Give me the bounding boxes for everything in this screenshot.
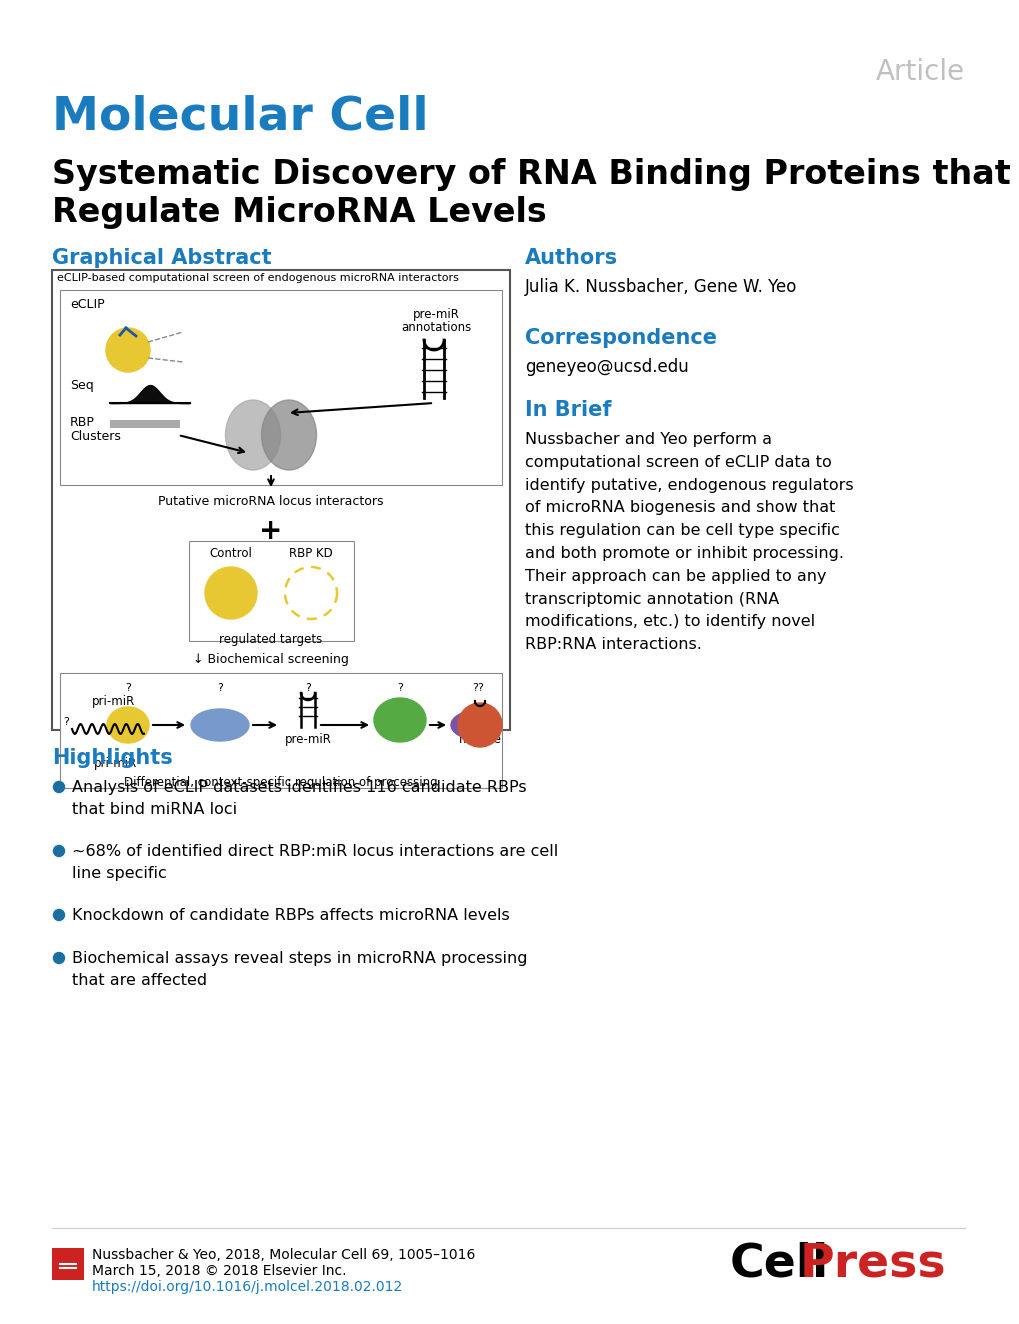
Ellipse shape — [191, 708, 249, 741]
Ellipse shape — [225, 400, 280, 470]
Text: pre-miR: pre-miR — [284, 733, 331, 745]
Text: ?: ? — [217, 683, 223, 692]
Text: RBP: RBP — [70, 416, 95, 429]
Text: ?: ? — [63, 718, 69, 727]
Circle shape — [53, 781, 64, 793]
Circle shape — [458, 703, 501, 747]
Bar — [60, 673, 501, 788]
Text: annotations: annotations — [400, 320, 471, 334]
Text: pre-miR: pre-miR — [412, 308, 459, 320]
Bar — [110, 420, 179, 428]
Text: Graphical Abstract: Graphical Abstract — [52, 248, 271, 267]
Ellipse shape — [374, 698, 426, 741]
Text: Biochemical assays reveal steps in microRNA processing
that are affected: Biochemical assays reveal steps in micro… — [72, 951, 527, 988]
Text: eCLIP-based computational screen of endogenous microRNA interactors: eCLIP-based computational screen of endo… — [57, 273, 459, 283]
Text: mature: mature — [459, 733, 501, 745]
Text: Analysis of eCLIP datasets identifies 116 candidate RBPs
that bind miRNA loci: Analysis of eCLIP datasets identifies 11… — [72, 780, 526, 817]
Text: https://doi.org/10.1016/j.molcel.2018.02.012: https://doi.org/10.1016/j.molcel.2018.02… — [92, 1280, 403, 1294]
Text: ?: ? — [305, 683, 311, 692]
Text: Clusters: Clusters — [70, 430, 121, 444]
Text: Regulate MicroRNA Levels: Regulate MicroRNA Levels — [52, 196, 546, 229]
Text: RBP KD: RBP KD — [288, 547, 332, 560]
Bar — [60, 290, 501, 485]
Text: eCLIP: eCLIP — [70, 298, 105, 311]
Bar — [52, 1249, 84, 1280]
Text: ?: ? — [125, 683, 130, 692]
Text: Nussbacher & Yeo, 2018, Molecular Cell 69, 1005–1016: Nussbacher & Yeo, 2018, Molecular Cell 6… — [92, 1249, 475, 1262]
Text: Press: Press — [799, 1242, 946, 1287]
Text: Control: Control — [209, 547, 252, 560]
Text: ?: ? — [472, 683, 478, 692]
Circle shape — [106, 328, 150, 372]
Circle shape — [53, 846, 64, 857]
Text: ?: ? — [396, 683, 403, 692]
Text: Systematic Discovery of RNA Binding Proteins that: Systematic Discovery of RNA Binding Prot… — [52, 158, 1010, 191]
Text: In Brief: In Brief — [525, 400, 611, 420]
Ellipse shape — [261, 400, 316, 470]
Text: geneyeo@ucsd.edu: geneyeo@ucsd.edu — [525, 357, 688, 376]
Text: Article: Article — [875, 58, 964, 86]
Text: Nussbacher and Yeo perform a
computational screen of eCLIP data to
identify puta: Nussbacher and Yeo perform a computation… — [525, 432, 853, 653]
Text: Seq: Seq — [70, 379, 94, 392]
Text: ↓ Biochemical screening: ↓ Biochemical screening — [193, 653, 348, 666]
Bar — [189, 542, 354, 641]
Text: Molecular Cell: Molecular Cell — [52, 95, 428, 140]
Text: pri-miR: pri-miR — [95, 757, 138, 771]
Text: Cell: Cell — [730, 1242, 828, 1287]
Text: pri-miR: pri-miR — [93, 695, 136, 708]
Ellipse shape — [107, 707, 149, 743]
Text: Correspondence: Correspondence — [525, 328, 716, 348]
Text: ~68% of identified direct RBP:miR locus interactions are cell
line specific: ~68% of identified direct RBP:miR locus … — [72, 843, 557, 880]
Text: Julia K. Nussbacher, Gene W. Yeo: Julia K. Nussbacher, Gene W. Yeo — [525, 278, 797, 297]
Text: Differential, context-specific regulation of processing: Differential, context-specific regulatio… — [124, 776, 437, 789]
Text: Putative microRNA locus interactors: Putative microRNA locus interactors — [158, 495, 383, 508]
Circle shape — [53, 910, 64, 920]
Text: March 15, 2018 © 2018 Elsevier Inc.: March 15, 2018 © 2018 Elsevier Inc. — [92, 1264, 346, 1278]
Circle shape — [53, 952, 64, 964]
Bar — [52, 270, 510, 730]
Text: Highlights: Highlights — [52, 748, 172, 768]
Text: +: + — [259, 516, 282, 545]
Text: Authors: Authors — [525, 248, 618, 267]
Text: Knockdown of candidate RBPs affects microRNA levels: Knockdown of candidate RBPs affects micr… — [72, 908, 510, 923]
Ellipse shape — [450, 711, 498, 739]
Circle shape — [205, 567, 257, 620]
Text: regulated targets: regulated targets — [219, 633, 322, 646]
Text: ?: ? — [477, 683, 482, 692]
